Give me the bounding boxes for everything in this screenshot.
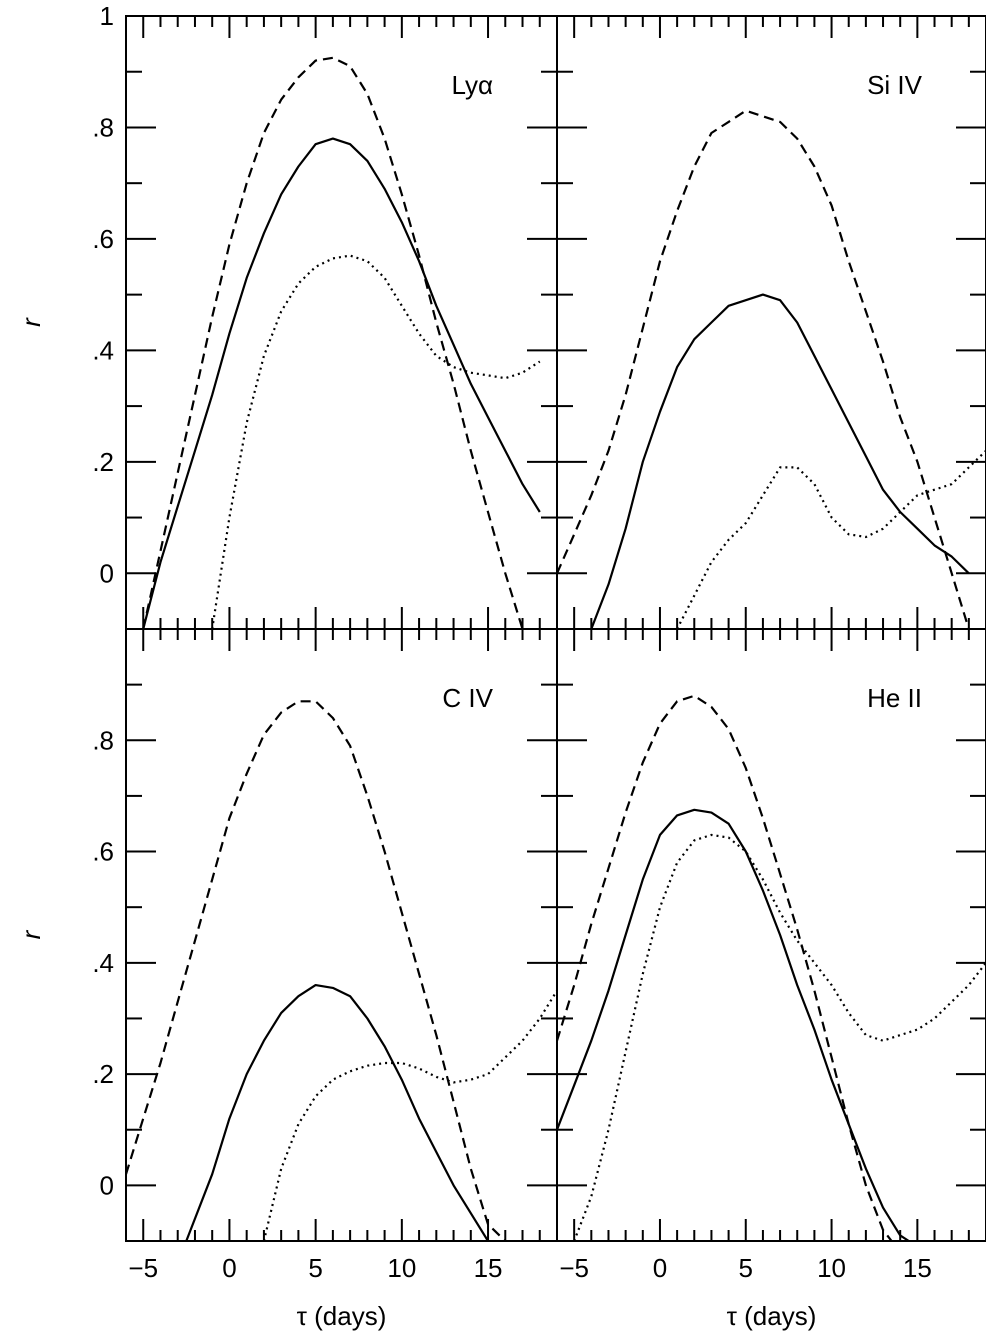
panel-2: Si IV	[556, 15, 986, 630]
panel-label: Si IV	[867, 70, 923, 100]
y-axis-label: r	[16, 317, 46, 327]
x-tick-label: 10	[817, 1253, 846, 1283]
y-tick-label: 1	[100, 1, 114, 31]
series-dashed-line	[126, 700, 507, 1241]
series-solid-line	[590, 293, 970, 629]
panel-label: He II	[867, 683, 922, 713]
series-dotted-line	[262, 990, 557, 1241]
panel-frame	[125, 628, 558, 1242]
x-tick-label: 5	[308, 1253, 322, 1283]
y-tick-label: .2	[92, 447, 114, 477]
panel-frame	[556, 628, 986, 1242]
x-axis-label: τ (days)	[727, 1301, 817, 1331]
series-solid-line	[557, 808, 910, 1241]
x-tick-label: 0	[653, 1253, 667, 1283]
panel-label: Lyα	[451, 70, 493, 100]
x-tick-label: −5	[559, 1253, 589, 1283]
panel-1: 1 .8 .6 .4 .2 0 r Lyα	[16, 1, 558, 630]
x-tick-label: −5	[128, 1253, 158, 1283]
y-tick-label: .8	[92, 725, 114, 755]
series-solid-line	[185, 984, 489, 1241]
x-tick-label: 5	[739, 1253, 753, 1283]
x-tick-label: 10	[387, 1253, 416, 1283]
series-dotted-line	[676, 449, 986, 629]
series-dashed-line	[557, 109, 970, 629]
panel-3: .8 .6 .4 .2 0 −5 0 5 10 15 τ (days) r C IV	[16, 628, 558, 1331]
y-tick-label: .2	[92, 1059, 114, 1089]
y-tick-label: .6	[92, 224, 114, 254]
y-tick-label: .4	[92, 948, 114, 978]
y-tick-label: .4	[92, 335, 114, 365]
series-dashed-line	[557, 694, 893, 1241]
series-dotted-line	[573, 833, 986, 1241]
y-tick-label: .6	[92, 837, 114, 867]
panel-frame	[556, 15, 986, 630]
y-tick-label: .8	[92, 112, 114, 142]
panel-4: −5 0 5 10 15 τ (days) He II	[556, 628, 986, 1331]
panel-frame	[125, 15, 558, 630]
x-axis-label: τ (days)	[297, 1301, 387, 1331]
y-axis-label: r	[16, 929, 46, 939]
x-tick-label: 15	[474, 1253, 503, 1283]
y-tick-label: 0	[100, 1170, 114, 1200]
y-tick-label: 0	[100, 558, 114, 588]
x-tick-label: 0	[222, 1253, 236, 1283]
series-dashed-line	[142, 56, 524, 629]
x-tick-label: 15	[903, 1253, 932, 1283]
series-dotted-line	[211, 254, 541, 629]
series-solid-line	[142, 137, 541, 629]
panel-label: C IV	[442, 683, 493, 713]
